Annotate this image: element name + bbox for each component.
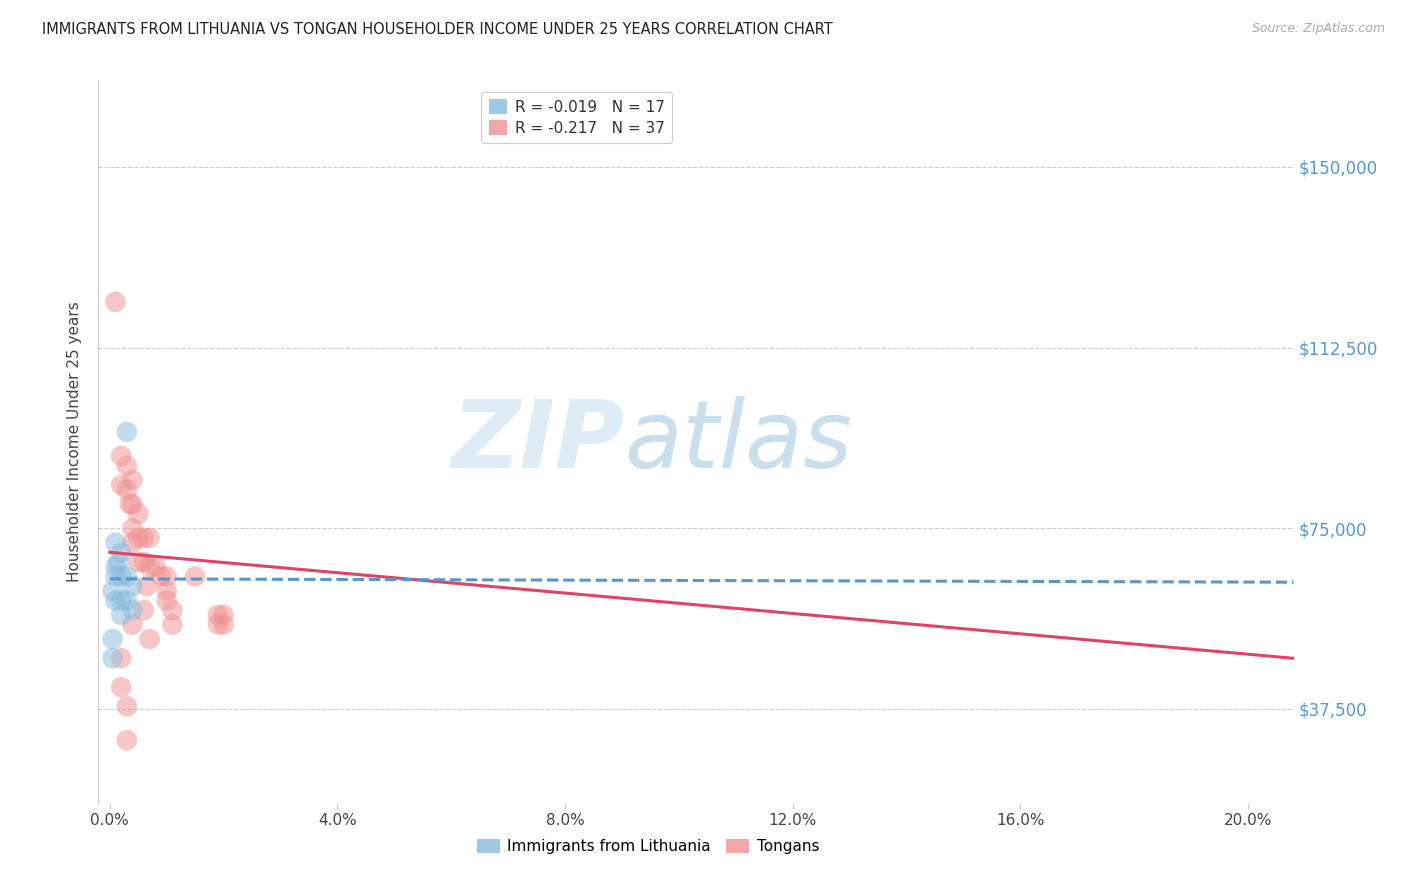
Point: [110, 449, 132, 463]
Point: [101, 651, 124, 665]
Point: [104, 294, 127, 309]
Legend: Immigrants from Lithuania, Tongans: Immigrants from Lithuania, Tongans: [471, 832, 825, 860]
Point: [101, 632, 124, 646]
Point: [138, 559, 160, 574]
Point: [156, 593, 179, 607]
Point: [110, 607, 132, 622]
Point: [121, 579, 143, 593]
Point: [115, 733, 138, 747]
Point: [107, 555, 129, 569]
Y-axis label: Householder Income Under 25 years: Householder Income Under 25 years: [67, 301, 83, 582]
Point: [138, 531, 160, 545]
Point: [110, 569, 132, 583]
Point: [101, 583, 124, 598]
Point: [207, 607, 229, 622]
Point: [132, 531, 155, 545]
Point: [115, 593, 138, 607]
Point: [115, 569, 138, 583]
Point: [110, 593, 132, 607]
Point: [110, 545, 132, 559]
Point: [127, 531, 149, 545]
Point: [115, 483, 138, 497]
Text: atlas: atlas: [624, 396, 852, 487]
Point: [104, 593, 127, 607]
Point: [110, 651, 132, 665]
Point: [162, 617, 184, 632]
Point: [127, 507, 149, 521]
Point: [132, 555, 155, 569]
Point: [121, 603, 143, 617]
Point: [135, 579, 157, 593]
Point: [115, 425, 138, 439]
Point: [127, 555, 149, 569]
Point: [184, 569, 207, 583]
Point: [121, 497, 143, 511]
Point: [121, 617, 143, 632]
Point: [110, 680, 132, 694]
Point: [207, 617, 229, 632]
Point: [115, 699, 138, 714]
Point: [150, 569, 173, 583]
Point: [156, 569, 179, 583]
Point: [118, 497, 141, 511]
Point: [110, 478, 132, 492]
Text: ZIP: ZIP: [451, 395, 624, 488]
Point: [132, 603, 155, 617]
Point: [143, 559, 166, 574]
Point: [121, 535, 143, 549]
Point: [156, 583, 179, 598]
Point: [104, 535, 127, 549]
Point: [212, 617, 235, 632]
Point: [212, 607, 235, 622]
Point: [121, 521, 143, 535]
Point: [121, 473, 143, 487]
Text: IMMIGRANTS FROM LITHUANIA VS TONGAN HOUSEHOLDER INCOME UNDER 25 YEARS CORRELATIO: IMMIGRANTS FROM LITHUANIA VS TONGAN HOUS…: [42, 22, 832, 37]
Point: [138, 632, 160, 646]
Point: [115, 458, 138, 473]
Point: [104, 569, 127, 583]
Text: Source: ZipAtlas.com: Source: ZipAtlas.com: [1251, 22, 1385, 36]
Point: [104, 559, 127, 574]
Point: [162, 603, 184, 617]
